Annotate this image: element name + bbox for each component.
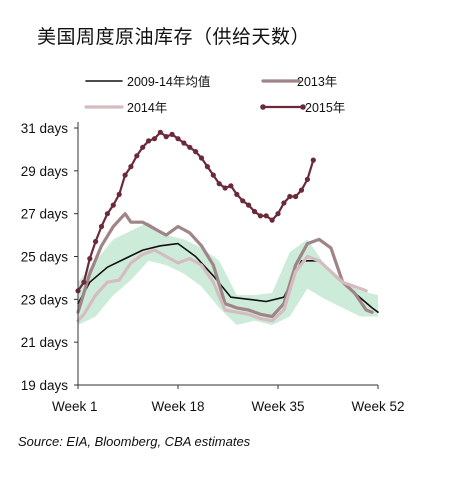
data-point [93, 238, 99, 245]
data-point [281, 200, 287, 206]
series-line-1 [76, 212, 374, 319]
series-line-2 [76, 248, 368, 323]
legend-item: 2009-14年均值 [85, 74, 210, 89]
data-point [87, 256, 93, 262]
data-point [122, 172, 128, 178]
data-point [146, 138, 152, 144]
chart-title: 美国周度原油库存（供给天数） [37, 26, 311, 48]
data-point [193, 149, 199, 155]
x-tick-label: Week 18 [151, 399, 204, 414]
data-point [181, 140, 187, 146]
data-point [198, 155, 205, 161]
x-tick-label: Week 52 [351, 399, 404, 414]
data-point [134, 153, 140, 159]
data-point [163, 134, 169, 140]
data-point [116, 191, 122, 197]
data-point [104, 211, 110, 217]
x-tick-label: Week 35 [251, 399, 304, 414]
data-point [257, 213, 263, 219]
y-tick-label: 25 days [21, 250, 69, 265]
data-point [240, 198, 246, 204]
data-point [228, 183, 234, 189]
series-3 [75, 129, 316, 294]
legend-item: 2014年 [84, 101, 167, 115]
data-point [293, 193, 299, 200]
legend: 2009-14年均值 2013年 2014年 2015年 [84, 74, 345, 115]
plot-area: 19 days 21 days 23 days 25 days 27 days 29 da… [21, 121, 405, 414]
series-2 [76, 248, 368, 323]
data-point [175, 136, 181, 142]
y-tick-label: 31 days [21, 121, 69, 136]
y-tick-label: 21 days [21, 335, 69, 350]
data-point [304, 176, 310, 182]
axes: 19 days 21 days 23 days 25 days 27 days 29 da… [21, 121, 405, 414]
data-point [110, 202, 116, 208]
y-tick-label: 27 days [21, 207, 69, 222]
y-tick-label: 23 days [21, 292, 69, 307]
legend-label: 2009-14年均值 [127, 74, 210, 89]
data-point [269, 217, 275, 223]
data-point [128, 164, 134, 170]
data-point [287, 193, 293, 200]
data-point [263, 213, 269, 219]
legend-item: 2015年 [260, 101, 345, 115]
data-point [222, 185, 228, 191]
data-point [310, 157, 316, 163]
source-note: Source: EIA, Bloomberg, CBA estimates [18, 434, 251, 449]
data-point [234, 191, 240, 197]
legend-item: 2013年 [261, 75, 337, 89]
data-point [187, 144, 193, 150]
legend-marker [300, 104, 306, 110]
legend-label: 2014年 [127, 101, 167, 115]
data-point [210, 172, 216, 178]
data-point [98, 223, 105, 230]
data-point [151, 136, 158, 142]
data-point [298, 187, 305, 193]
x-tick-label: Week 1 [52, 399, 98, 414]
data-point [81, 279, 87, 285]
series-1 [76, 212, 374, 319]
data-point [204, 164, 210, 170]
y-tick-label: 19 days [21, 378, 69, 393]
data-point [169, 131, 175, 137]
series-layer [75, 129, 379, 323]
data-point [251, 208, 258, 215]
legend-label: 2015年 [305, 101, 345, 115]
data-point [216, 181, 222, 187]
data-point [275, 211, 281, 217]
data-point [140, 144, 146, 150]
legend-label: 2013年 [297, 75, 337, 89]
data-point [157, 129, 163, 135]
legend-marker [260, 104, 266, 110]
y-tick-label: 29 days [21, 164, 69, 179]
data-point [246, 202, 252, 208]
